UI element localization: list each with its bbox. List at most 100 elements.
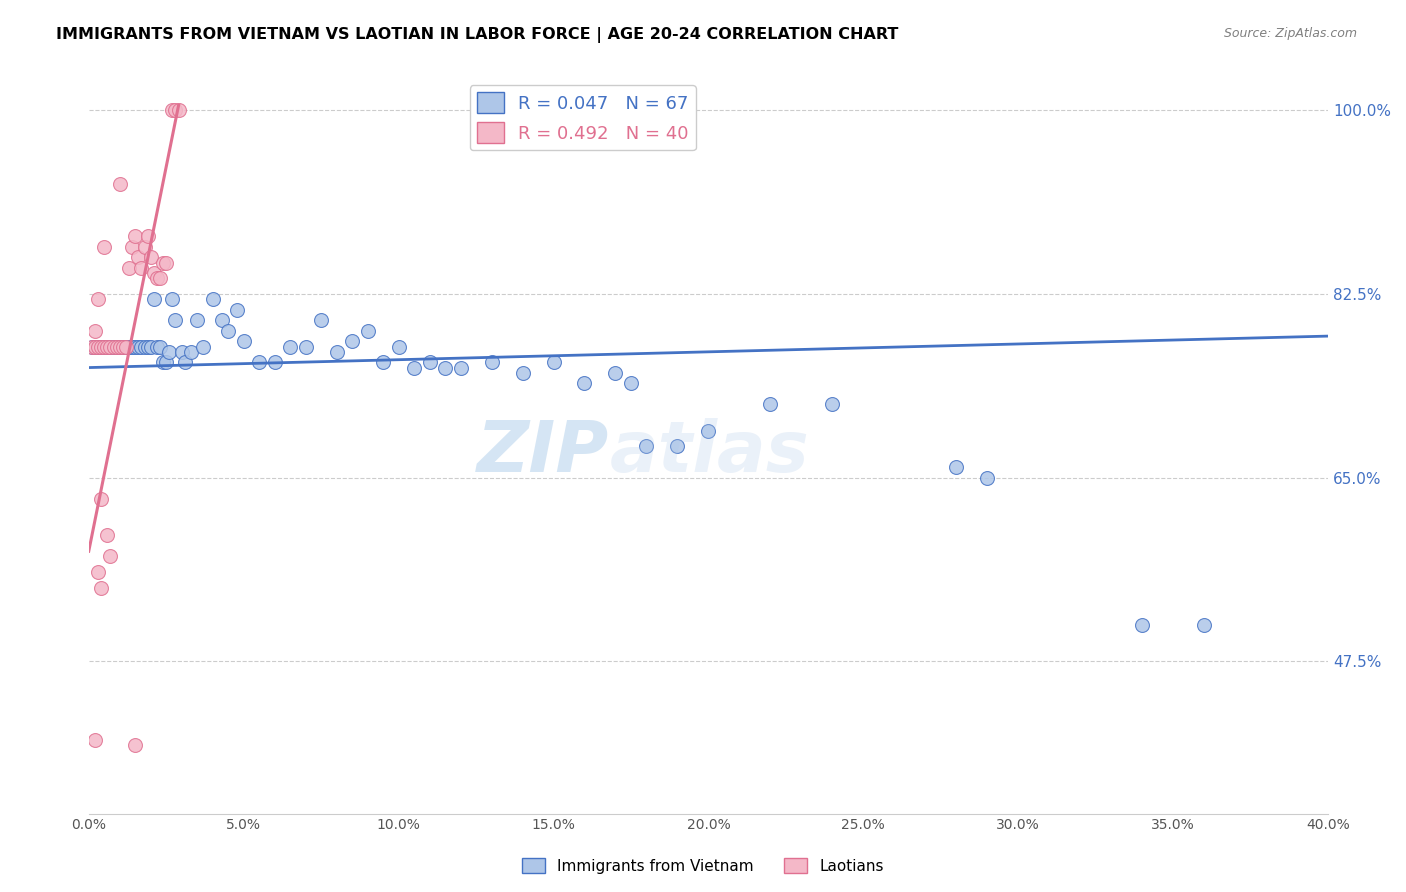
- Point: [356, 324, 378, 338]
- Point: [263, 355, 285, 369]
- Text: atlas: atlas: [609, 417, 808, 487]
- Point: [247, 355, 270, 369]
- Point: [146, 271, 169, 285]
- Point: [165, 103, 187, 118]
- Point: [96, 340, 118, 354]
- Point: [134, 340, 156, 354]
- Point: [136, 229, 159, 244]
- Point: [90, 340, 112, 354]
- Point: [945, 460, 967, 475]
- Point: [309, 313, 332, 327]
- Point: [450, 360, 472, 375]
- Point: [155, 255, 177, 269]
- Point: [90, 491, 112, 506]
- Point: [419, 355, 441, 369]
- Point: [108, 340, 131, 354]
- Point: [100, 340, 122, 354]
- Point: [173, 355, 195, 369]
- Point: [149, 340, 172, 354]
- Point: [620, 376, 643, 391]
- Point: [1192, 617, 1215, 632]
- Point: [131, 340, 153, 354]
- Point: [84, 340, 107, 354]
- Point: [180, 344, 202, 359]
- Point: [186, 313, 208, 327]
- Point: [84, 324, 107, 338]
- Point: [605, 366, 627, 380]
- Point: [84, 733, 107, 747]
- Point: [93, 340, 115, 354]
- Legend: R = 0.047   N = 67, R = 0.492   N = 40: R = 0.047 N = 67, R = 0.492 N = 40: [470, 85, 696, 150]
- Point: [157, 344, 180, 359]
- Point: [976, 471, 998, 485]
- Point: [121, 240, 143, 254]
- Point: [278, 340, 301, 354]
- Point: [574, 376, 596, 391]
- Point: [124, 739, 146, 753]
- Point: [821, 397, 844, 411]
- Point: [124, 229, 146, 244]
- Point: [90, 340, 112, 354]
- Point: [118, 340, 141, 354]
- Point: [193, 340, 215, 354]
- Point: [170, 344, 193, 359]
- Point: [155, 355, 177, 369]
- Point: [103, 340, 125, 354]
- Point: [211, 313, 233, 327]
- Point: [142, 266, 165, 280]
- Point: [115, 340, 138, 354]
- Point: [80, 340, 103, 354]
- Point: [87, 340, 110, 354]
- Point: [481, 355, 503, 369]
- Point: [108, 340, 131, 354]
- Point: [201, 293, 224, 307]
- Point: [124, 340, 146, 354]
- Point: [108, 177, 131, 191]
- Point: [93, 340, 115, 354]
- Point: [371, 355, 394, 369]
- Point: [434, 360, 457, 375]
- Point: [142, 293, 165, 307]
- Point: [636, 439, 658, 453]
- Point: [149, 271, 172, 285]
- Point: [105, 340, 128, 354]
- Point: [226, 302, 249, 317]
- Point: [759, 397, 782, 411]
- Point: [543, 355, 565, 369]
- Point: [103, 340, 125, 354]
- Point: [121, 340, 143, 354]
- Point: [115, 340, 138, 354]
- Point: [127, 251, 149, 265]
- Point: [404, 360, 426, 375]
- Point: [325, 344, 347, 359]
- Point: [340, 334, 363, 349]
- Point: [165, 313, 187, 327]
- Point: [105, 340, 128, 354]
- Text: Source: ZipAtlas.com: Source: ZipAtlas.com: [1223, 27, 1357, 40]
- Point: [139, 251, 162, 265]
- Point: [697, 424, 720, 438]
- Point: [127, 340, 149, 354]
- Point: [387, 340, 409, 354]
- Point: [232, 334, 254, 349]
- Point: [111, 340, 134, 354]
- Point: [93, 240, 115, 254]
- Point: [162, 293, 184, 307]
- Point: [139, 340, 162, 354]
- Point: [90, 581, 112, 595]
- Point: [96, 528, 118, 542]
- Point: [96, 340, 118, 354]
- Point: [512, 366, 534, 380]
- Point: [100, 340, 122, 354]
- Point: [146, 340, 169, 354]
- Point: [80, 340, 103, 354]
- Point: [136, 340, 159, 354]
- Point: [162, 103, 184, 118]
- Point: [87, 293, 110, 307]
- Point: [100, 549, 122, 564]
- Text: ZIP: ZIP: [477, 417, 609, 487]
- Point: [217, 324, 239, 338]
- Point: [167, 103, 190, 118]
- Point: [84, 340, 107, 354]
- Point: [134, 240, 156, 254]
